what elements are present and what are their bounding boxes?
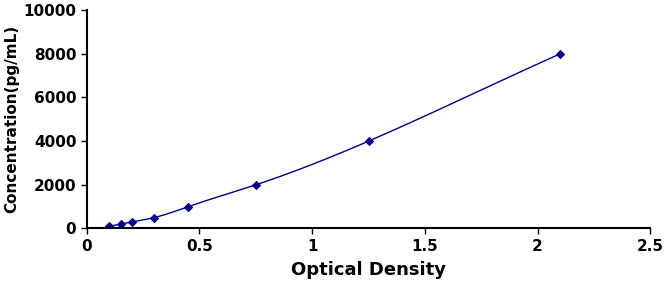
Y-axis label: Concentration(pg/mL): Concentration(pg/mL) <box>4 25 19 213</box>
X-axis label: Optical Density: Optical Density <box>291 261 446 279</box>
